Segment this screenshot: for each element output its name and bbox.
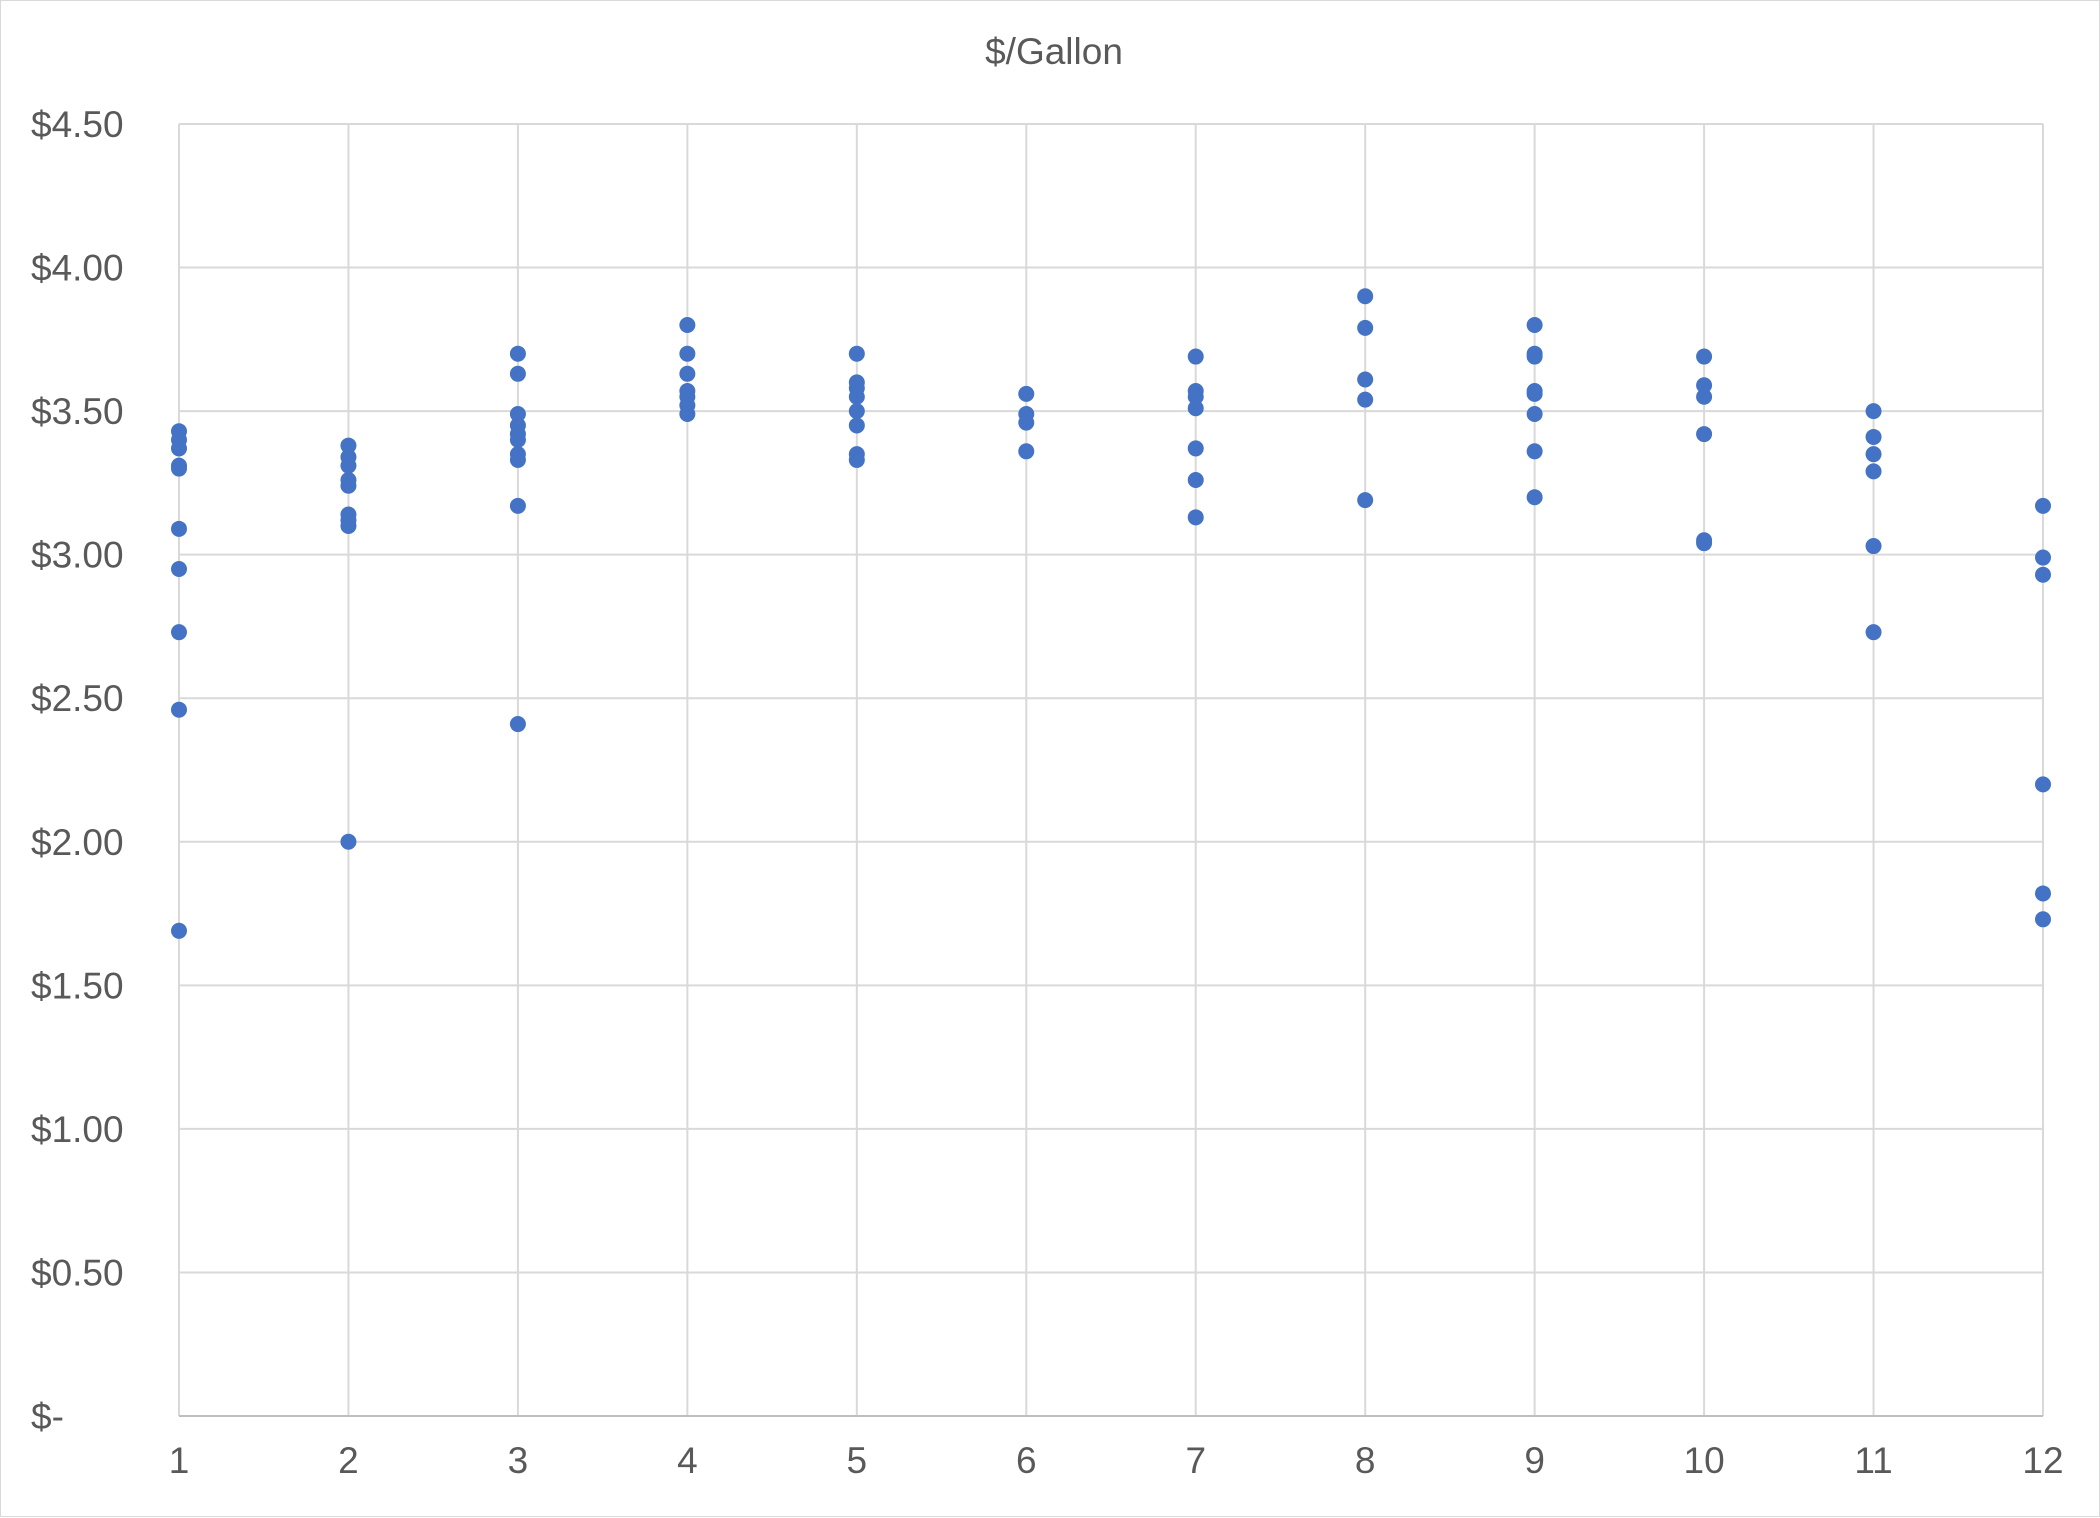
data-point (1696, 377, 1713, 394)
data-point (1357, 319, 1374, 336)
data-point (509, 497, 526, 514)
data-point (340, 477, 357, 494)
data-point (1357, 371, 1374, 388)
data-point (509, 345, 526, 362)
data-point (171, 624, 187, 641)
data-point (1187, 509, 1204, 526)
data-point (1526, 405, 1543, 422)
data-point (509, 716, 526, 733)
y-tick-label: $3.00 (31, 535, 124, 576)
data-point (171, 922, 187, 939)
data-point (509, 405, 526, 422)
data-point (340, 517, 357, 534)
x-tick-label: 5 (847, 1440, 868, 1481)
data-point (679, 405, 696, 422)
data-point (2035, 911, 2051, 928)
data-point (1187, 440, 1204, 457)
data-point (1357, 288, 1374, 305)
x-tick-label: 7 (1185, 1440, 1206, 1481)
data-point (1187, 400, 1204, 417)
data-point (1526, 443, 1543, 460)
x-tick-label: 12 (2022, 1440, 2063, 1481)
data-point (1187, 388, 1204, 405)
x-tick-label: 4 (677, 1440, 698, 1481)
data-point (2035, 497, 2051, 514)
data-point (1526, 385, 1543, 402)
data-point (1696, 426, 1713, 443)
data-point (848, 403, 865, 420)
y-tick-label: $1.50 (31, 965, 124, 1006)
x-tick-label: 9 (1524, 1440, 1545, 1481)
data-point (1018, 385, 1035, 402)
x-tick-label: 10 (1684, 1440, 1725, 1481)
data-point (2035, 549, 2051, 566)
data-point (1018, 414, 1035, 431)
data-point (171, 701, 187, 718)
data-point (1526, 316, 1543, 333)
data-point (509, 451, 526, 468)
data-point (1696, 535, 1713, 552)
data-point (1018, 443, 1035, 460)
data-point (1865, 463, 1882, 480)
data-point (1865, 624, 1882, 641)
y-tick-label: $- (31, 1396, 64, 1437)
y-tick-label: $4.50 (31, 104, 124, 145)
y-tick-label: $3.50 (31, 391, 124, 432)
x-tick-label: 6 (1016, 1440, 1037, 1481)
x-tick-label: 11 (1854, 1440, 1892, 1481)
x-tick-label: 2 (338, 1440, 359, 1481)
data-point (1865, 403, 1882, 420)
y-tick-label: $0.50 (31, 1252, 124, 1293)
y-tick-label: $4.00 (31, 248, 124, 289)
data-point (679, 316, 696, 333)
data-point (340, 457, 357, 474)
x-axis-tick-labels: 1 2 3 4 5 6 7 8 9 10 11 12 (169, 1440, 2064, 1481)
data-point (848, 417, 865, 434)
data-point (2035, 885, 2051, 902)
data-point (848, 388, 865, 405)
data-point (171, 561, 187, 578)
y-tick-label: $1.00 (31, 1109, 124, 1150)
data-point (171, 460, 187, 477)
data-point (2035, 566, 2051, 583)
x-tick-label: 8 (1355, 1440, 1376, 1481)
y-tick-label: $2.50 (31, 678, 124, 719)
data-point (1865, 538, 1882, 555)
data-point (1696, 348, 1713, 365)
data-point (1357, 492, 1374, 509)
data-point (2035, 776, 2051, 793)
data-point (1187, 348, 1204, 365)
data-point (1865, 428, 1882, 445)
gridlines (178, 123, 2044, 1416)
x-tick-label: 3 (508, 1440, 529, 1481)
data-point (848, 345, 865, 362)
data-point (848, 451, 865, 468)
data-point (1865, 446, 1882, 463)
y-axis-tick-labels: $- $0.50 $1.00 $1.50 $2.00 $2.50 $3.00 $3.50 $4.… (31, 104, 124, 1437)
data-point (340, 833, 357, 850)
data-point (1357, 391, 1374, 408)
y-tick-label: $2.00 (31, 822, 124, 863)
data-point (679, 365, 696, 382)
data-point (1187, 472, 1204, 489)
data-point (1696, 388, 1713, 405)
x-tick-label: 1 (169, 1440, 190, 1481)
data-point (171, 440, 187, 457)
data-point (509, 365, 526, 382)
chart-title: $/Gallon (985, 31, 1123, 72)
data-point (1526, 348, 1543, 365)
data-point (509, 431, 526, 448)
data-point (679, 345, 696, 362)
data-point (1526, 489, 1543, 506)
data-points (171, 288, 2051, 939)
data-point (340, 437, 357, 454)
data-point (171, 520, 187, 537)
